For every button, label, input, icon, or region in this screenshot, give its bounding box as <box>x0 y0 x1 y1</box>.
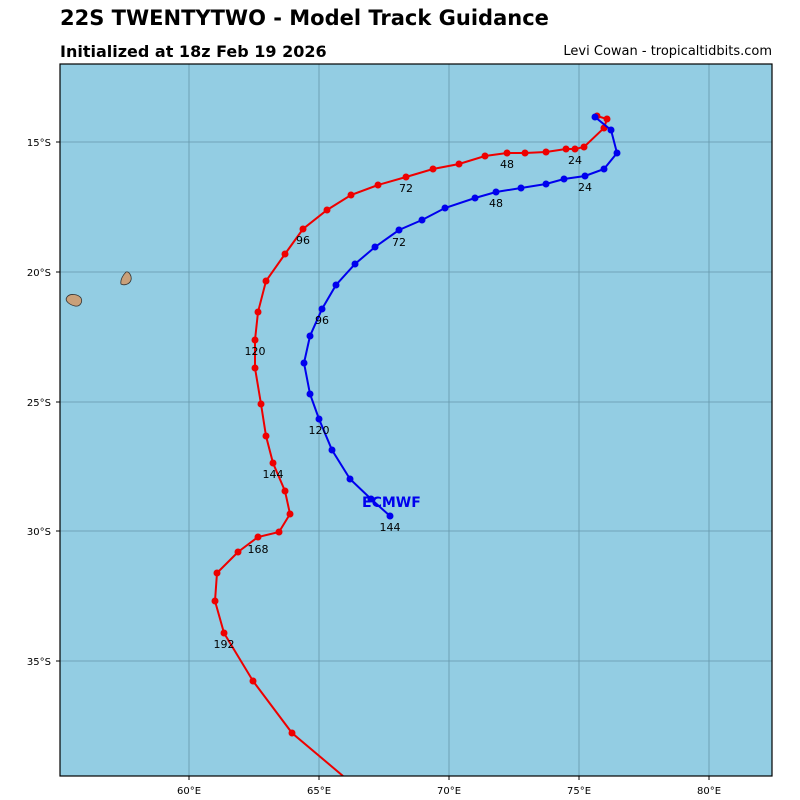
svg-text:72: 72 <box>392 236 406 249</box>
svg-text:15°S: 15°S <box>27 138 51 149</box>
svg-text:120: 120 <box>309 424 330 437</box>
land-islands <box>65 271 132 307</box>
y-axis-labels: 15°S 20°S 25°S 30°S 35°S <box>27 138 51 668</box>
svg-text:70°E: 70°E <box>437 786 461 797</box>
svg-text:75°E: 75°E <box>567 786 591 797</box>
svg-text:144: 144 <box>263 468 284 481</box>
plot-frame <box>59 63 773 777</box>
x-axis-ticks <box>188 776 710 780</box>
island-mauritius <box>120 271 132 286</box>
svg-text:96: 96 <box>315 314 329 327</box>
svg-text:48: 48 <box>500 158 514 171</box>
credit-text: Levi Cowan - tropicaltidbits.com <box>563 44 772 59</box>
svg-text:20°S: 20°S <box>27 268 51 279</box>
red-hour-labels: 24 48 72 96 120 144 168 192 <box>214 154 583 651</box>
island-reunion <box>65 294 83 307</box>
svg-text:144: 144 <box>380 521 401 534</box>
svg-text:25°S: 25°S <box>27 398 51 409</box>
gridlines <box>60 64 772 776</box>
svg-text:24: 24 <box>578 181 592 194</box>
x-axis-labels: 60°E 65°E 70°E 75°E 80°E <box>177 786 721 797</box>
svg-text:120: 120 <box>245 345 266 358</box>
ecmwf-hour-labels: 24 48 72 96 120 144 <box>309 181 593 534</box>
init-time-subtitle: Initialized at 18z Feb 19 2026 <box>60 42 327 61</box>
svg-text:192: 192 <box>214 638 235 651</box>
ocean-background <box>60 64 772 776</box>
svg-text:168: 168 <box>248 543 269 556</box>
svg-text:60°E: 60°E <box>177 786 201 797</box>
svg-text:65°E: 65°E <box>307 786 331 797</box>
page-title: 22S TWENTYTWO - Model Track Guidance <box>60 6 549 30</box>
y-axis-ticks <box>56 141 60 662</box>
svg-text:24: 24 <box>568 154 582 167</box>
svg-text:48: 48 <box>489 197 503 210</box>
ecmwf-track <box>300 113 621 520</box>
svg-text:96: 96 <box>296 234 310 247</box>
svg-text:80°E: 80°E <box>697 786 721 797</box>
svg-text:30°S: 30°S <box>27 527 51 538</box>
ecmwf-model-label: ECMWF <box>362 495 421 511</box>
svg-text:72: 72 <box>399 182 413 195</box>
svg-text:35°S: 35°S <box>27 657 51 668</box>
